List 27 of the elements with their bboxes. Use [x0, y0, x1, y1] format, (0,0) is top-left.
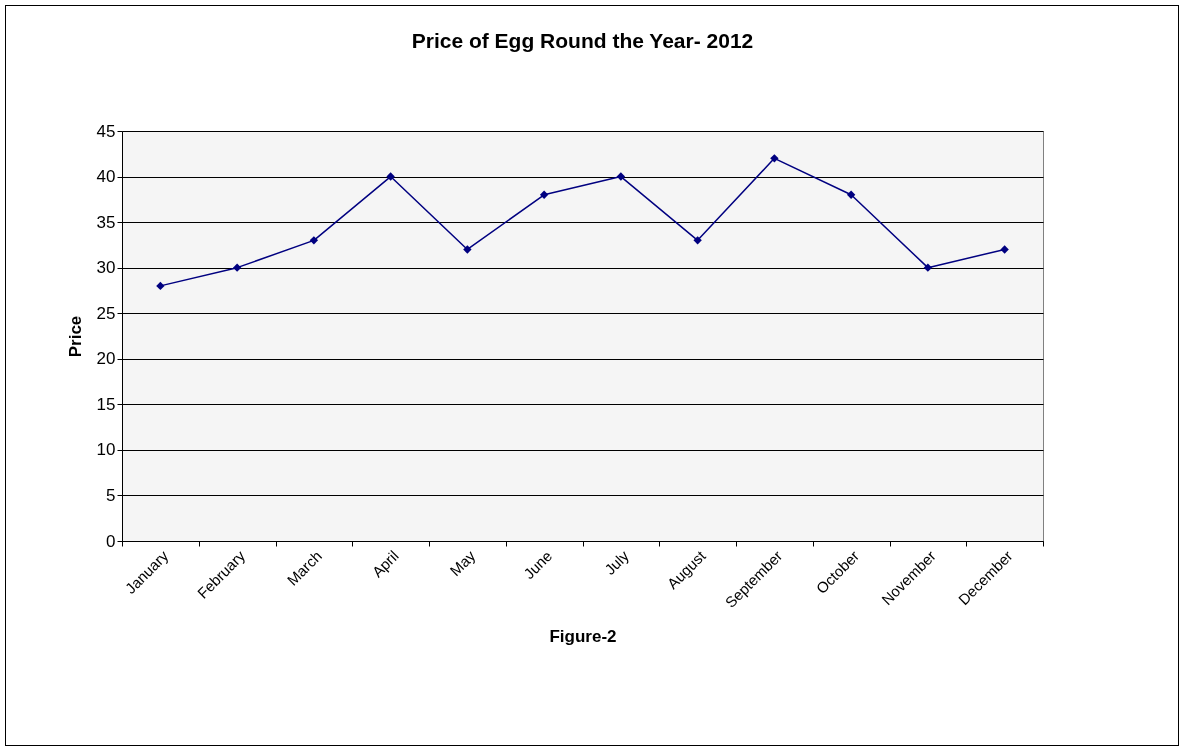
chart-title: Price of Egg Round the Year- 2012: [411, 29, 754, 52]
point: [386, 172, 395, 181]
y-tick-label: 15: [96, 394, 116, 414]
point: [846, 190, 856, 199]
y-tick-label: 35: [96, 212, 116, 232]
y-tick-label: 25: [96, 303, 116, 323]
y-tick-label: 10: [96, 440, 116, 460]
point: [156, 281, 165, 291]
point: [693, 236, 702, 245]
point: [616, 172, 626, 181]
y-tick-label: 45: [96, 121, 116, 141]
point: [232, 263, 242, 272]
y-tick-label: 40: [96, 167, 116, 187]
point: [309, 236, 319, 245]
y-tick-label: 5: [106, 485, 116, 505]
x-axis-title: Figure-2: [549, 626, 617, 646]
point: [770, 154, 779, 163]
y-axis-title: Price: [65, 315, 85, 358]
point: [539, 190, 549, 199]
y-tick-label: 0: [106, 531, 116, 551]
point: [463, 245, 472, 254]
y-tick-label: 30: [96, 258, 116, 278]
x-tick-label: May: [446, 546, 479, 580]
point: [1000, 245, 1009, 254]
x-tick-label: July: [601, 546, 633, 578]
y-tick-label: 20: [96, 349, 116, 369]
point: [923, 263, 933, 272]
